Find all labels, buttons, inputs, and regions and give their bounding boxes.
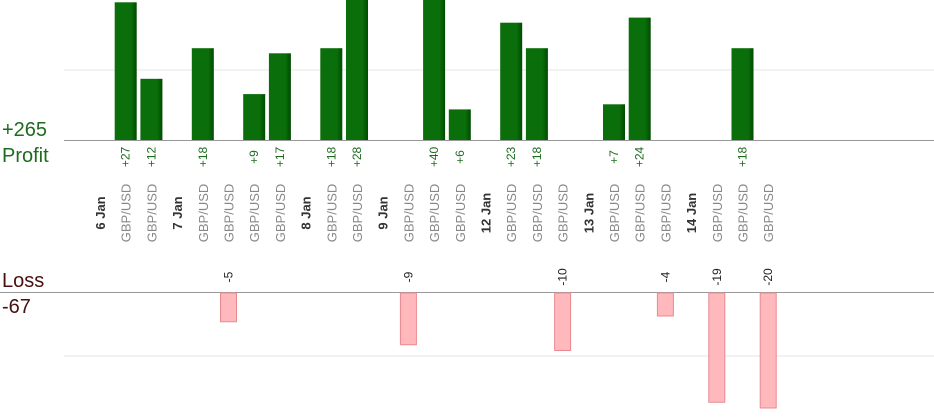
profit-value-label: +6 [453, 150, 467, 164]
date-label: 14 Jan [684, 193, 699, 234]
profit-value-label: +18 [736, 146, 750, 167]
category-label: GBP/USD [427, 184, 442, 243]
profit-bar [628, 17, 651, 141]
loss-value-label: -10 [556, 268, 570, 286]
profit-bar [500, 22, 523, 141]
category-label: GBP/USD [736, 184, 751, 243]
profit-bar [346, 0, 368, 140]
profit-bar [525, 48, 548, 141]
date-label: 7 Jan [170, 196, 185, 229]
profit-value-label: +28 [350, 146, 364, 167]
date-label: 12 Jan [479, 193, 494, 234]
profit-bar [140, 78, 163, 140]
category-label: GBP/USD [556, 184, 571, 243]
profit-label: Profit [2, 145, 49, 167]
loss-bar [656, 292, 674, 317]
category-label: GBP/USD [453, 184, 468, 243]
profit-bar [114, 2, 137, 140]
loss-bar [759, 292, 777, 409]
category-label: GBP/USD [761, 184, 776, 243]
profit-value-label: +12 [144, 146, 158, 167]
category-label: GBP/USD [504, 184, 519, 243]
loss-value-label: -9 [401, 271, 415, 282]
loss-bar [554, 292, 572, 351]
category-label: GBP/USD [196, 184, 211, 243]
date-label: 8 Jan [299, 196, 314, 229]
date-label: 6 Jan [93, 196, 108, 229]
date-label: 13 Jan [581, 193, 596, 234]
profit-bar [448, 109, 471, 140]
loss-bar [708, 292, 726, 403]
loss-bar [399, 292, 417, 346]
category-label: GBP/USD [710, 184, 725, 243]
profit-value-label: +24 [633, 146, 647, 167]
loss-value-label: -5 [222, 271, 236, 282]
category-label: GBP/USD [324, 184, 339, 243]
category-label: GBP/USD [530, 184, 545, 243]
profit-value-label: +9 [247, 150, 261, 164]
profit-value-label: +27 [119, 146, 133, 167]
loss-value-label: -19 [710, 268, 724, 286]
profit-bar [191, 48, 214, 141]
loss-total: -67 [2, 296, 31, 318]
profit-value-label: +18 [324, 146, 338, 167]
date-label: 9 Jan [376, 196, 391, 229]
profit-value-label: +40 [427, 146, 441, 167]
category-label: GBP/USD [119, 184, 134, 243]
category-label: GBP/USD [350, 184, 365, 243]
loss-value-label: -20 [761, 268, 775, 286]
loss-label: Loss [2, 270, 45, 292]
profit-bar [320, 48, 343, 141]
profit-bar [243, 94, 266, 140]
profit-bar [268, 53, 291, 140]
category-label: GBP/USD [401, 184, 416, 243]
category-label: GBP/USD [247, 184, 262, 243]
category-label: GBP/USD [607, 184, 622, 243]
profit-total: +265 [2, 119, 48, 141]
profit-value-label: +17 [273, 146, 287, 167]
profit-value-label: +18 [196, 146, 210, 167]
category-label: GBP/USD [658, 184, 673, 243]
category-label: GBP/USD [633, 184, 648, 243]
profit-bar [603, 104, 625, 140]
profit-bar [731, 48, 754, 141]
profit-value-label: +18 [530, 146, 544, 167]
profit-value-label: +23 [504, 146, 518, 167]
profit-value-label: +7 [607, 150, 621, 164]
category-label: GBP/USD [273, 184, 288, 243]
category-label: GBP/USD [222, 184, 237, 243]
loss-bar [220, 292, 237, 323]
category-label: GBP/USD [144, 184, 159, 243]
loss-value-label: -4 [658, 271, 672, 282]
profit-bar [423, 0, 446, 140]
